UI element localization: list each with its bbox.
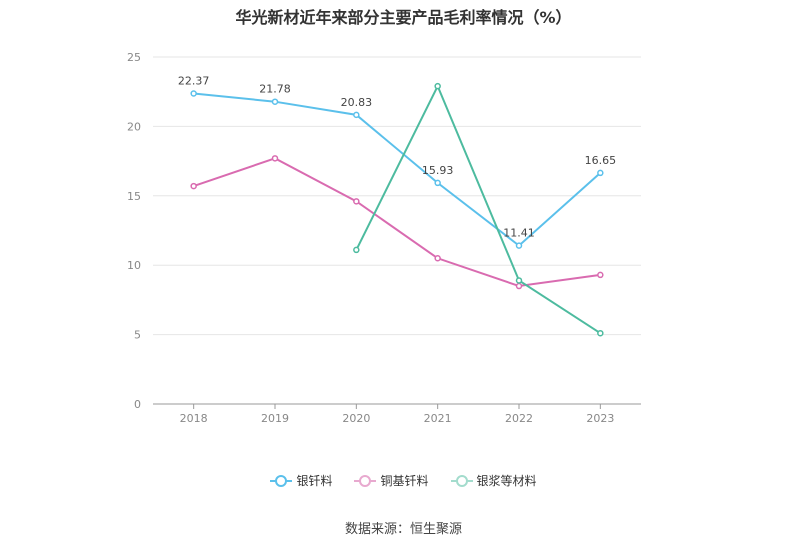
data-point	[597, 169, 604, 177]
series-line-1	[193, 92, 601, 247]
series-line-2	[193, 157, 601, 288]
y-tick-label: 20	[127, 120, 141, 133]
y-tick-label: 10	[127, 259, 141, 272]
data-point	[190, 90, 197, 97]
data-point	[353, 246, 360, 254]
chart-title: 华光新材近年来部分主要产品毛利率情况（%）	[235, 8, 572, 27]
data-label: 15.93	[422, 164, 454, 177]
data-label: 11.41	[503, 227, 535, 240]
data-point	[597, 329, 604, 337]
legend-label: 铜基钎料	[380, 474, 429, 488]
legend-item-series-3[interactable]: 银浆等材料	[450, 472, 537, 489]
legend-item-series-1[interactable]: 银钎料	[270, 472, 332, 489]
legend-marker-icon	[270, 474, 293, 487]
legend-label: 银钎料	[296, 474, 333, 488]
x-tick-label: 2020	[342, 412, 370, 425]
x-tick-label: 2018	[180, 412, 208, 425]
x-tick-label: 2019	[261, 412, 289, 425]
data-point	[271, 98, 279, 105]
x-tick-label: 2023	[586, 412, 614, 425]
data-point	[434, 179, 441, 187]
data-label: 21.78	[259, 83, 291, 96]
data-point	[434, 255, 441, 262]
data-point	[434, 82, 441, 90]
data-point	[515, 277, 523, 284]
series-line-3	[355, 83, 601, 335]
data-point	[515, 242, 523, 249]
data-label: 22.37	[178, 75, 210, 88]
data-point	[597, 271, 604, 279]
legend: 银钎料 铜基钎料 银浆等材料	[0, 472, 807, 489]
y-tick-label: 25	[127, 51, 141, 64]
legend-marker-icon	[354, 474, 377, 487]
data-source: 数据来源：恒生聚源	[344, 522, 462, 537]
legend-label: 银浆等材料	[476, 474, 537, 488]
y-tick-label: 5	[134, 329, 141, 342]
x-tick-label: 2021	[424, 412, 452, 425]
x-tick-label: 2022	[505, 412, 533, 425]
data-label: 16.65	[585, 154, 617, 167]
legend-marker-icon	[450, 474, 473, 487]
data-point	[190, 182, 197, 190]
data-point	[353, 111, 360, 119]
data-point	[271, 155, 279, 162]
data-point	[353, 198, 360, 205]
data-point	[515, 282, 523, 290]
y-tick-label: 15	[127, 190, 141, 203]
y-tick-label: 0	[134, 398, 141, 411]
legend-item-series-2[interactable]: 铜基钎料	[354, 472, 429, 489]
data-label: 20.83	[341, 96, 373, 109]
